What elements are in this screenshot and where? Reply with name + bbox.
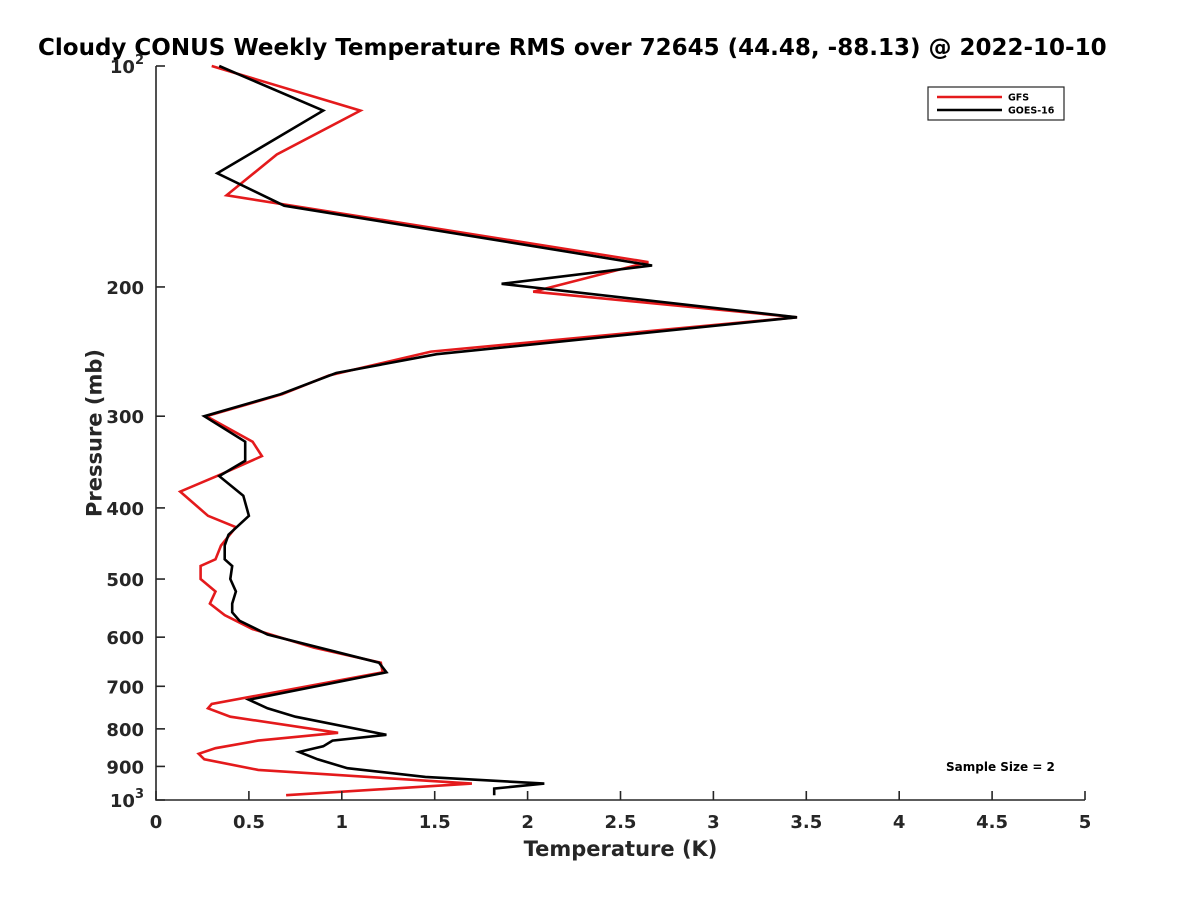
- y-tick-label: 102: [110, 53, 144, 78]
- y-axis-label: Pressure (mb): [82, 349, 106, 517]
- y-tick-label: 500: [106, 570, 144, 591]
- y-tick-label: 200: [106, 278, 144, 299]
- x-tick-label: 4: [893, 812, 906, 833]
- series-line-gfs: [177, 64, 798, 797]
- series-line-goes-16: [201, 64, 798, 796]
- x-tick-label: 2: [521, 812, 534, 833]
- x-tick-label: 5: [1079, 812, 1092, 833]
- legend-box: [927, 86, 1065, 121]
- y-tick-label: 300: [106, 407, 144, 428]
- x-tick-label: 1.5: [419, 812, 451, 833]
- y-tick-label: 900: [106, 757, 144, 778]
- legend-label: GFS: [1008, 93, 1029, 104]
- sample-size-annotation: Sample Size = 2: [946, 760, 1055, 774]
- x-tick-label: 1: [336, 812, 349, 833]
- y-tick-label: 600: [106, 628, 144, 649]
- x-tick-label: 0: [150, 812, 163, 833]
- x-tick-label: 2.5: [605, 812, 637, 833]
- x-axis-ticks: 0 0.5 1 1.5 2 2.5 3 3.5 4 4.5 5: [150, 791, 1092, 833]
- x-tick-label: 0.5: [233, 812, 265, 833]
- x-tick-label: 3.5: [790, 812, 822, 833]
- x-tick-label: 3: [707, 812, 720, 833]
- legend-label: GOES-16: [1008, 106, 1055, 117]
- y-axis-ticks: 102 200 300 400 500 600 700 800 900 103: [106, 53, 165, 812]
- y-tick-label: 400: [106, 499, 144, 520]
- y-tick-label: 700: [106, 677, 144, 698]
- x-axis-label: Temperature (K): [524, 837, 718, 861]
- legend: GFS GOES-16: [927, 86, 1065, 121]
- series-layer: [177, 64, 798, 797]
- y-tick-label: 800: [106, 720, 144, 741]
- x-tick-label: 4.5: [976, 812, 1008, 833]
- chart-title: Cloudy CONUS Weekly Temperature RMS over…: [38, 35, 1107, 61]
- y-tick-label: 103: [110, 787, 144, 812]
